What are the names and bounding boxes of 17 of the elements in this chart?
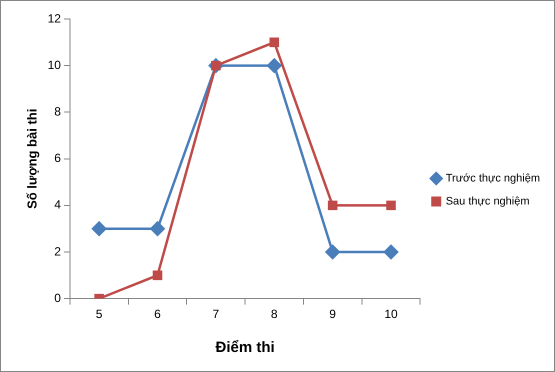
y-tick-label: 12 <box>48 11 62 26</box>
legend-label: Trước thực nghiệm <box>446 172 540 185</box>
y-tick-label: 2 <box>54 244 62 258</box>
x-axis-title: Điểm thi <box>215 339 275 356</box>
legend-label: Sau thực nghiệm <box>446 196 530 208</box>
y-tick-label: 10 <box>48 58 62 72</box>
x-tick-label: 10 <box>384 307 398 322</box>
y-tick-label: 0 <box>54 290 62 305</box>
x-tick-label: 5 <box>96 307 103 322</box>
x-tick-label: 7 <box>212 307 220 322</box>
y-tick-label: 8 <box>54 104 62 119</box>
x-tick-label: 8 <box>270 307 278 322</box>
x-tick-label: 9 <box>329 307 336 322</box>
y-tick-label: 4 <box>54 198 62 212</box>
y-axis-title: Số lượng bài thi <box>24 108 40 209</box>
x-tick-label: 6 <box>154 307 162 322</box>
y-tick-label: 6 <box>54 151 62 166</box>
